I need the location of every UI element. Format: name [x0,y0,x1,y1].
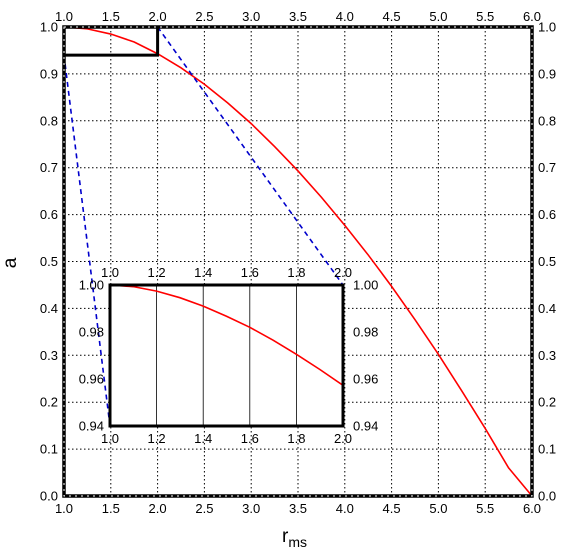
main-y-tick-label-left: 0.7 [40,160,58,175]
main-x-tick-label-top: 4.0 [336,9,354,24]
inset-y-tick-label-right: 0.96 [353,372,378,387]
inset-curve-line [109,284,344,386]
main-x-tick-label-bottom: 2.5 [195,501,213,516]
main-y-tick-label-left: 0.6 [40,207,58,222]
inset-x-tick-label-bottom: 1.2 [148,431,166,446]
inset-x-tick-label-top: 1.8 [287,265,305,280]
main-x-tick-label-bottom: 6.0 [523,501,541,516]
inset-plot: 1.01.01.21.21.41.41.61.61.81.82.02.00.94… [79,265,379,446]
main-x-tick-label-top: 1.0 [55,9,73,24]
inset-x-tick-label-bottom: 2.0 [334,431,352,446]
x-axis-title: rms [282,526,307,550]
main-y-tick-label-right: 0.1 [538,442,556,457]
main-y-tick-label-right: 0.0 [538,489,556,504]
x-axis-title-subscript: ms [288,534,307,550]
main-x-tick-label-bottom: 1.5 [102,501,120,516]
inset-y-tick-label-left: 0.96 [79,372,104,387]
inset-y-tick-label-left: 1.00 [79,278,104,293]
main-y-tick-label-left: 0.1 [40,442,58,457]
main-x-tick-label-top: 1.5 [102,9,120,24]
main-y-tick-label-left: 0.2 [40,395,58,410]
main-y-tick-label-left: 0.9 [40,66,58,81]
main-y-tick-label-left: 0.0 [40,489,58,504]
inset-x-tick-label-bottom: 1.0 [101,431,119,446]
main-x-tick-label-bottom: 3.0 [242,501,260,516]
main-tick-labels: 1.01.01.51.52.02.02.52.53.03.03.53.54.04… [40,9,556,516]
main-x-tick-label-top: 5.5 [476,9,494,24]
main-x-tick-label-bottom: 4.5 [383,501,401,516]
main-y-tick-label-right: 1.0 [538,20,556,35]
inset-background [110,285,343,426]
inset-y-tick-label-left: 0.94 [79,419,104,434]
x-axis-title-main: r [282,526,289,547]
main-frame-minor-ticks [63,26,533,497]
inset-y-tick-label-right: 0.94 [353,419,378,434]
inset-x-tick-label-top: 1.0 [101,265,119,280]
main-y-tick-label-right: 0.4 [538,301,556,316]
main-x-tick-label-top: 5.0 [429,9,447,24]
inset-x-tick-label-top: 1.4 [194,265,212,280]
inset-y-tick-label-right: 0.98 [353,325,378,340]
inset-x-tick-label-bottom: 1.8 [287,431,305,446]
main-y-tick-label-left: 0.4 [40,301,58,316]
inset-x-tick-label-top: 1.2 [148,265,166,280]
main-y-tick-label-right: 0.8 [538,113,556,128]
main-x-tick-label-bottom: 4.0 [336,501,354,516]
main-y-tick-label-right: 0.5 [538,254,556,269]
main-x-tick-label-bottom: 1.0 [55,501,73,516]
main-x-tick-label-bottom: 5.5 [476,501,494,516]
inset-y-tick-label-right: 1.00 [353,278,378,293]
main-x-tick-label-top: 6.0 [523,9,541,24]
main-x-tick-label-bottom: 2.0 [149,501,167,516]
zoom-connector-left [63,55,111,427]
main-y-tick-label-right: 0.2 [538,395,556,410]
main-x-tick-label-top: 2.0 [149,9,167,24]
main-curve-line [63,26,533,497]
main-x-tick-label-bottom: 5.0 [429,501,447,516]
main-x-tick-label-top: 4.5 [383,9,401,24]
y-axis-title: a [0,257,21,268]
inset-x-tick-label-top: 2.0 [334,265,352,280]
main-x-tick-label-top: 3.0 [242,9,260,24]
main-y-tick-label-left: 0.8 [40,113,58,128]
main-y-tick-label-right: 0.6 [538,207,556,222]
main-y-tick-label-right: 0.9 [538,66,556,81]
zoom-connector-right [156,26,344,286]
inset-x-tick-label-bottom: 1.6 [241,431,259,446]
inset-frame [108,283,345,428]
main-x-tick-label-top: 2.5 [195,9,213,24]
main-x-tick-label-top: 3.5 [289,9,307,24]
main-y-tick-label-left: 0.3 [40,348,58,363]
inset-x-tick-label-top: 1.6 [241,265,259,280]
inset-x-tick-label-bottom: 1.4 [194,431,212,446]
main-y-tick-label-left: 0.5 [40,254,58,269]
main-y-tick-label-right: 0.3 [538,348,556,363]
main-y-tick-label-right: 0.7 [538,160,556,175]
main-x-tick-label-bottom: 3.5 [289,501,307,516]
main-plot-frame [62,25,534,498]
main-curve-layer [63,26,533,497]
main-y-tick-label-left: 1.0 [40,20,58,35]
inset-y-tick-label-left: 0.98 [79,325,104,340]
